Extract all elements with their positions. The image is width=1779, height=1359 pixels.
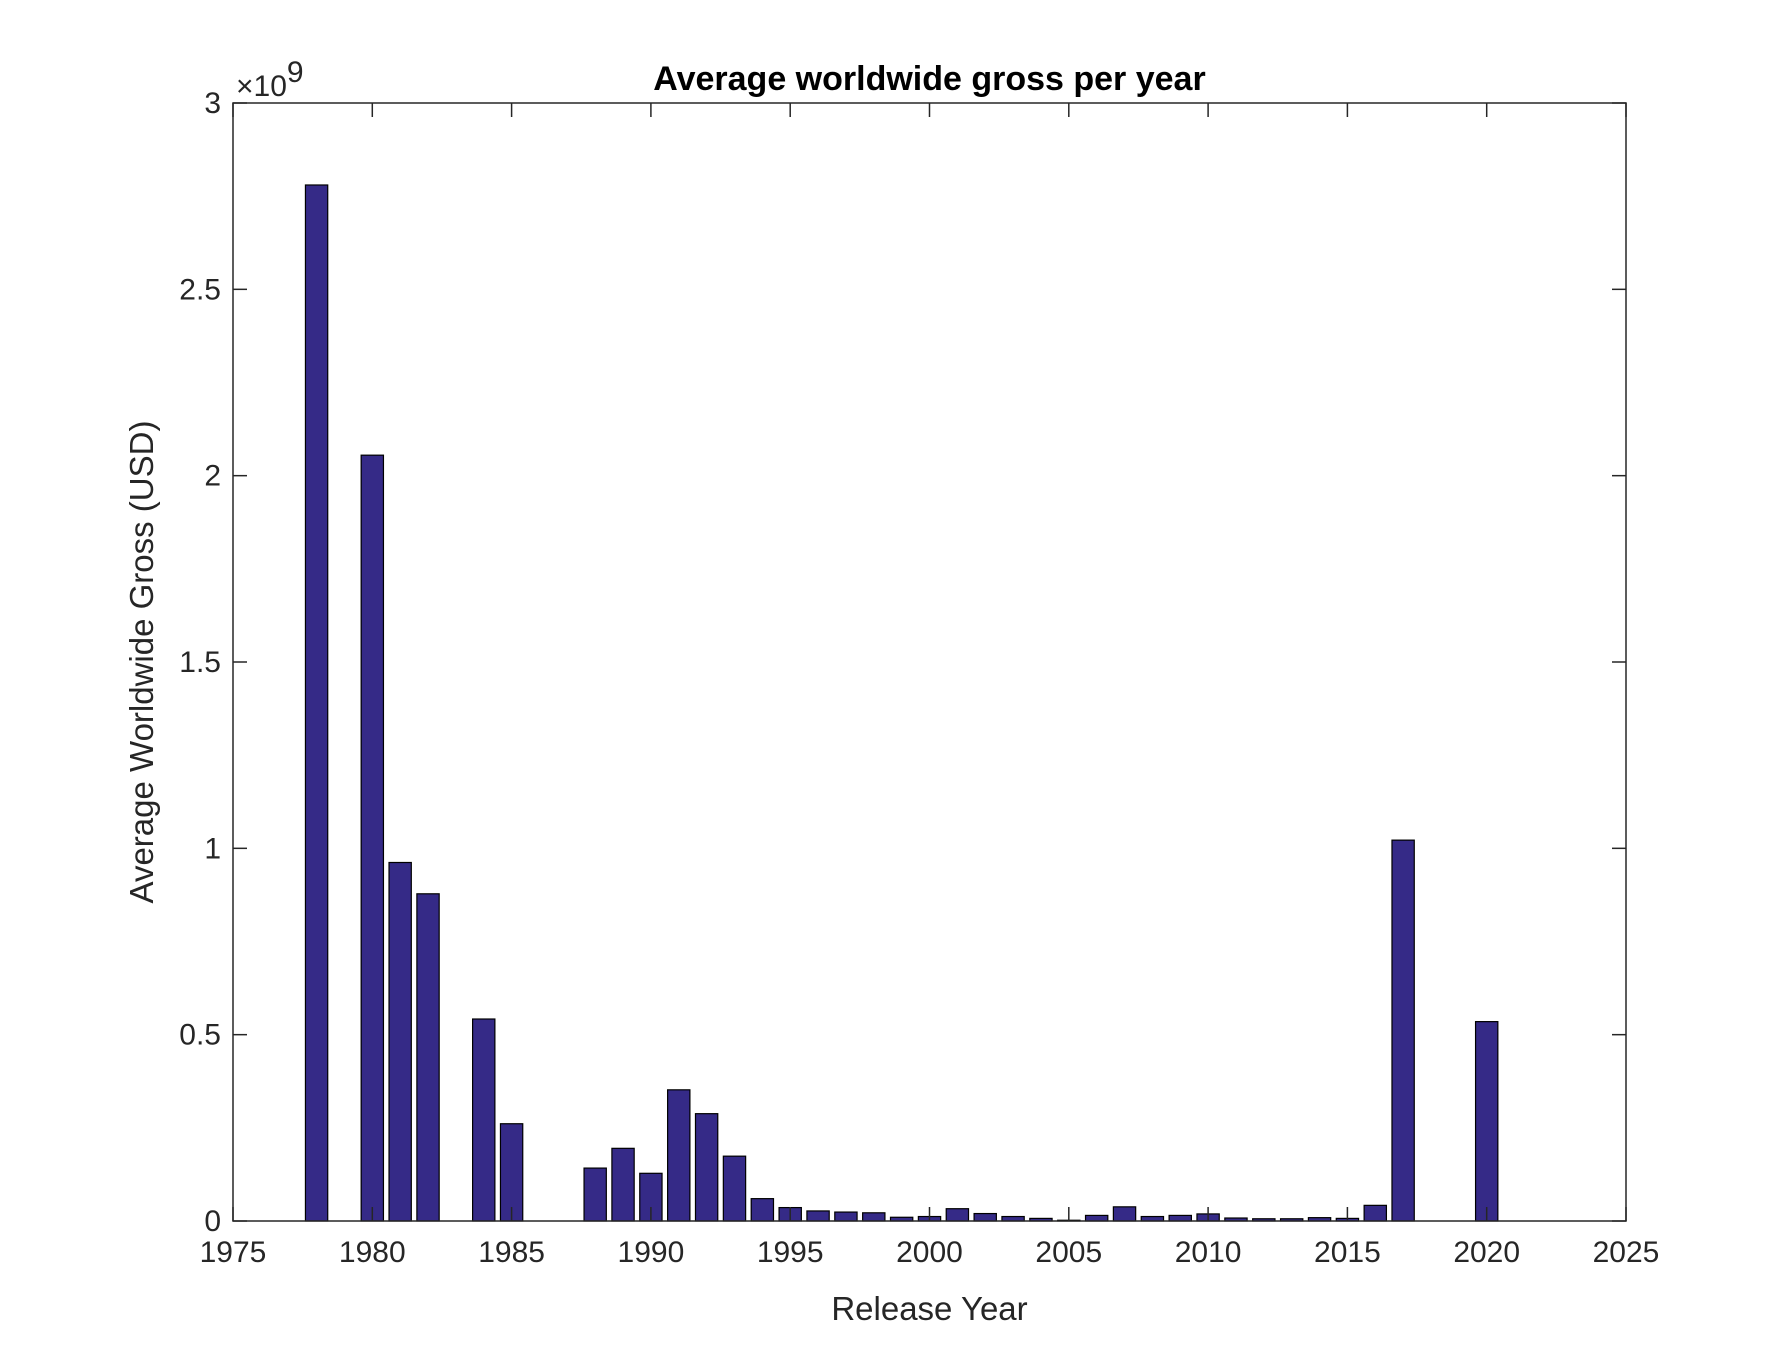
bar-1985 — [499, 1123, 524, 1222]
bar-1982 — [416, 893, 440, 1222]
x-tick-label-1985: 1985 — [478, 1236, 545, 1269]
bar-2020 — [1474, 1021, 1499, 1222]
bar-1994 — [750, 1198, 775, 1222]
x-tick-label-2015: 2015 — [1314, 1236, 1381, 1269]
x-tick-label-2020: 2020 — [1453, 1236, 1520, 1269]
bar-1998 — [862, 1212, 886, 1222]
bar-2001 — [945, 1208, 970, 1222]
bar-2017 — [1391, 839, 1415, 1222]
exponent-times-sign: × — [236, 70, 254, 103]
x-tick-label-1995: 1995 — [757, 1236, 824, 1269]
bar-1991 — [667, 1089, 691, 1222]
y-tick-label-6: 3 — [204, 87, 221, 120]
exponent-base: 10 — [254, 70, 287, 103]
plot-area: 1975 1980 1985 1990 1995 2000 2005 2010 2015 2020… — [179, 87, 1659, 1269]
bar-2016 — [1363, 1204, 1388, 1222]
y-axis-exponent: ×109 — [236, 56, 304, 103]
bar-2002 — [973, 1212, 997, 1222]
bar-1993 — [722, 1155, 747, 1222]
bar-2009 — [1168, 1214, 1192, 1222]
bar-1996 — [806, 1210, 830, 1222]
x-tick-label-2025: 2025 — [1593, 1236, 1660, 1269]
svg-text:×109: ×109 — [236, 56, 304, 103]
y-tick-label-5: 2.5 — [179, 273, 221, 306]
y-tick-label-3: 1.5 — [179, 646, 221, 679]
y-tick-label-1: 0.5 — [179, 1019, 221, 1052]
exponent-power: 9 — [287, 56, 304, 89]
y-tick-label-0: 0 — [204, 1205, 221, 1238]
bar-2007 — [1112, 1206, 1137, 1222]
bar-1980 — [360, 454, 385, 1222]
bar-1978 — [304, 184, 329, 1222]
bar-1984 — [472, 1018, 496, 1222]
x-tick-label-2005: 2005 — [1035, 1236, 1102, 1269]
x-axis-label: Release Year — [831, 1290, 1027, 1327]
axes-background — [233, 103, 1626, 1221]
bar-series — [304, 184, 1499, 1222]
y-axis-label: Average Worldwide Gross (USD) — [123, 421, 160, 904]
bar-1992 — [694, 1113, 719, 1222]
y-axis-ticks: 0 0.5 1 1.5 2 2.5 3 — [179, 87, 1626, 1238]
x-tick-label-2000: 2000 — [896, 1236, 963, 1269]
bar-1981 — [388, 861, 412, 1222]
bar-1989 — [611, 1147, 635, 1222]
x-tick-label-1990: 1990 — [618, 1236, 685, 1269]
x-axis-ticks: 1975 1980 1985 1990 1995 2000 2005 2010 2015 2020… — [200, 103, 1660, 1269]
bar-1997 — [834, 1211, 858, 1222]
x-tick-label-2010: 2010 — [1175, 1236, 1242, 1269]
axes-box — [232, 102, 1627, 1222]
y-tick-label-2: 1 — [204, 832, 221, 865]
chart-title: Average worldwide gross per year — [653, 60, 1205, 98]
bar-1988 — [583, 1167, 607, 1222]
x-tick-label-1980: 1980 — [339, 1236, 406, 1269]
bar-2006 — [1084, 1214, 1109, 1222]
x-tick-label-1975: 1975 — [200, 1236, 267, 1269]
y-tick-label-4: 2 — [204, 460, 221, 493]
